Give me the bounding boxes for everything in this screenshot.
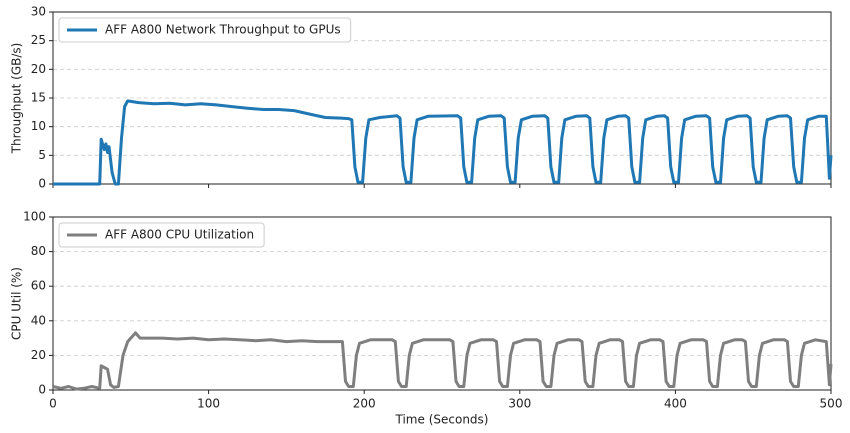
y-tick-label: 5 [38, 148, 46, 162]
y-tick-label: 20 [31, 62, 46, 76]
y-tick-label: 60 [31, 279, 46, 293]
x-tick-label: 0 [49, 397, 57, 411]
y-tick-label: 0 [38, 177, 46, 191]
plot-frame [52, 216, 832, 391]
y-tick-label: 40 [31, 313, 46, 327]
x-axis-label: Time (Seconds) [395, 413, 489, 427]
y-tick-label: 20 [31, 348, 46, 362]
legend-label: AFF A800 Network Throughput to GPUs [105, 23, 341, 37]
y-tick-label: 25 [31, 33, 46, 47]
y-tick-label: 80 [31, 244, 46, 258]
y-tick-label: 15 [31, 91, 46, 105]
x-tick-label: 300 [508, 397, 531, 411]
line-series [53, 99, 833, 186]
x-tick-label: 400 [664, 397, 687, 411]
legend-box [58, 222, 265, 248]
legend-label: AFF A800 CPU Utilization [105, 228, 254, 242]
line-series [52, 331, 833, 391]
x-tick-label: 200 [353, 397, 376, 411]
y-axis-label: CPU Util (%) [10, 267, 24, 340]
y-axis-label: Throughput (GB/s) [10, 43, 24, 155]
legend-box [58, 17, 352, 43]
y-tick-label: 30 [31, 5, 46, 19]
y-tick-label: 100 [23, 210, 46, 224]
y-tick-label: 10 [31, 119, 46, 133]
x-tick-label: 100 [197, 397, 220, 411]
plot-frame [52, 11, 832, 185]
y-tick-label: 0 [38, 383, 46, 397]
x-tick-label: 500 [820, 397, 843, 411]
